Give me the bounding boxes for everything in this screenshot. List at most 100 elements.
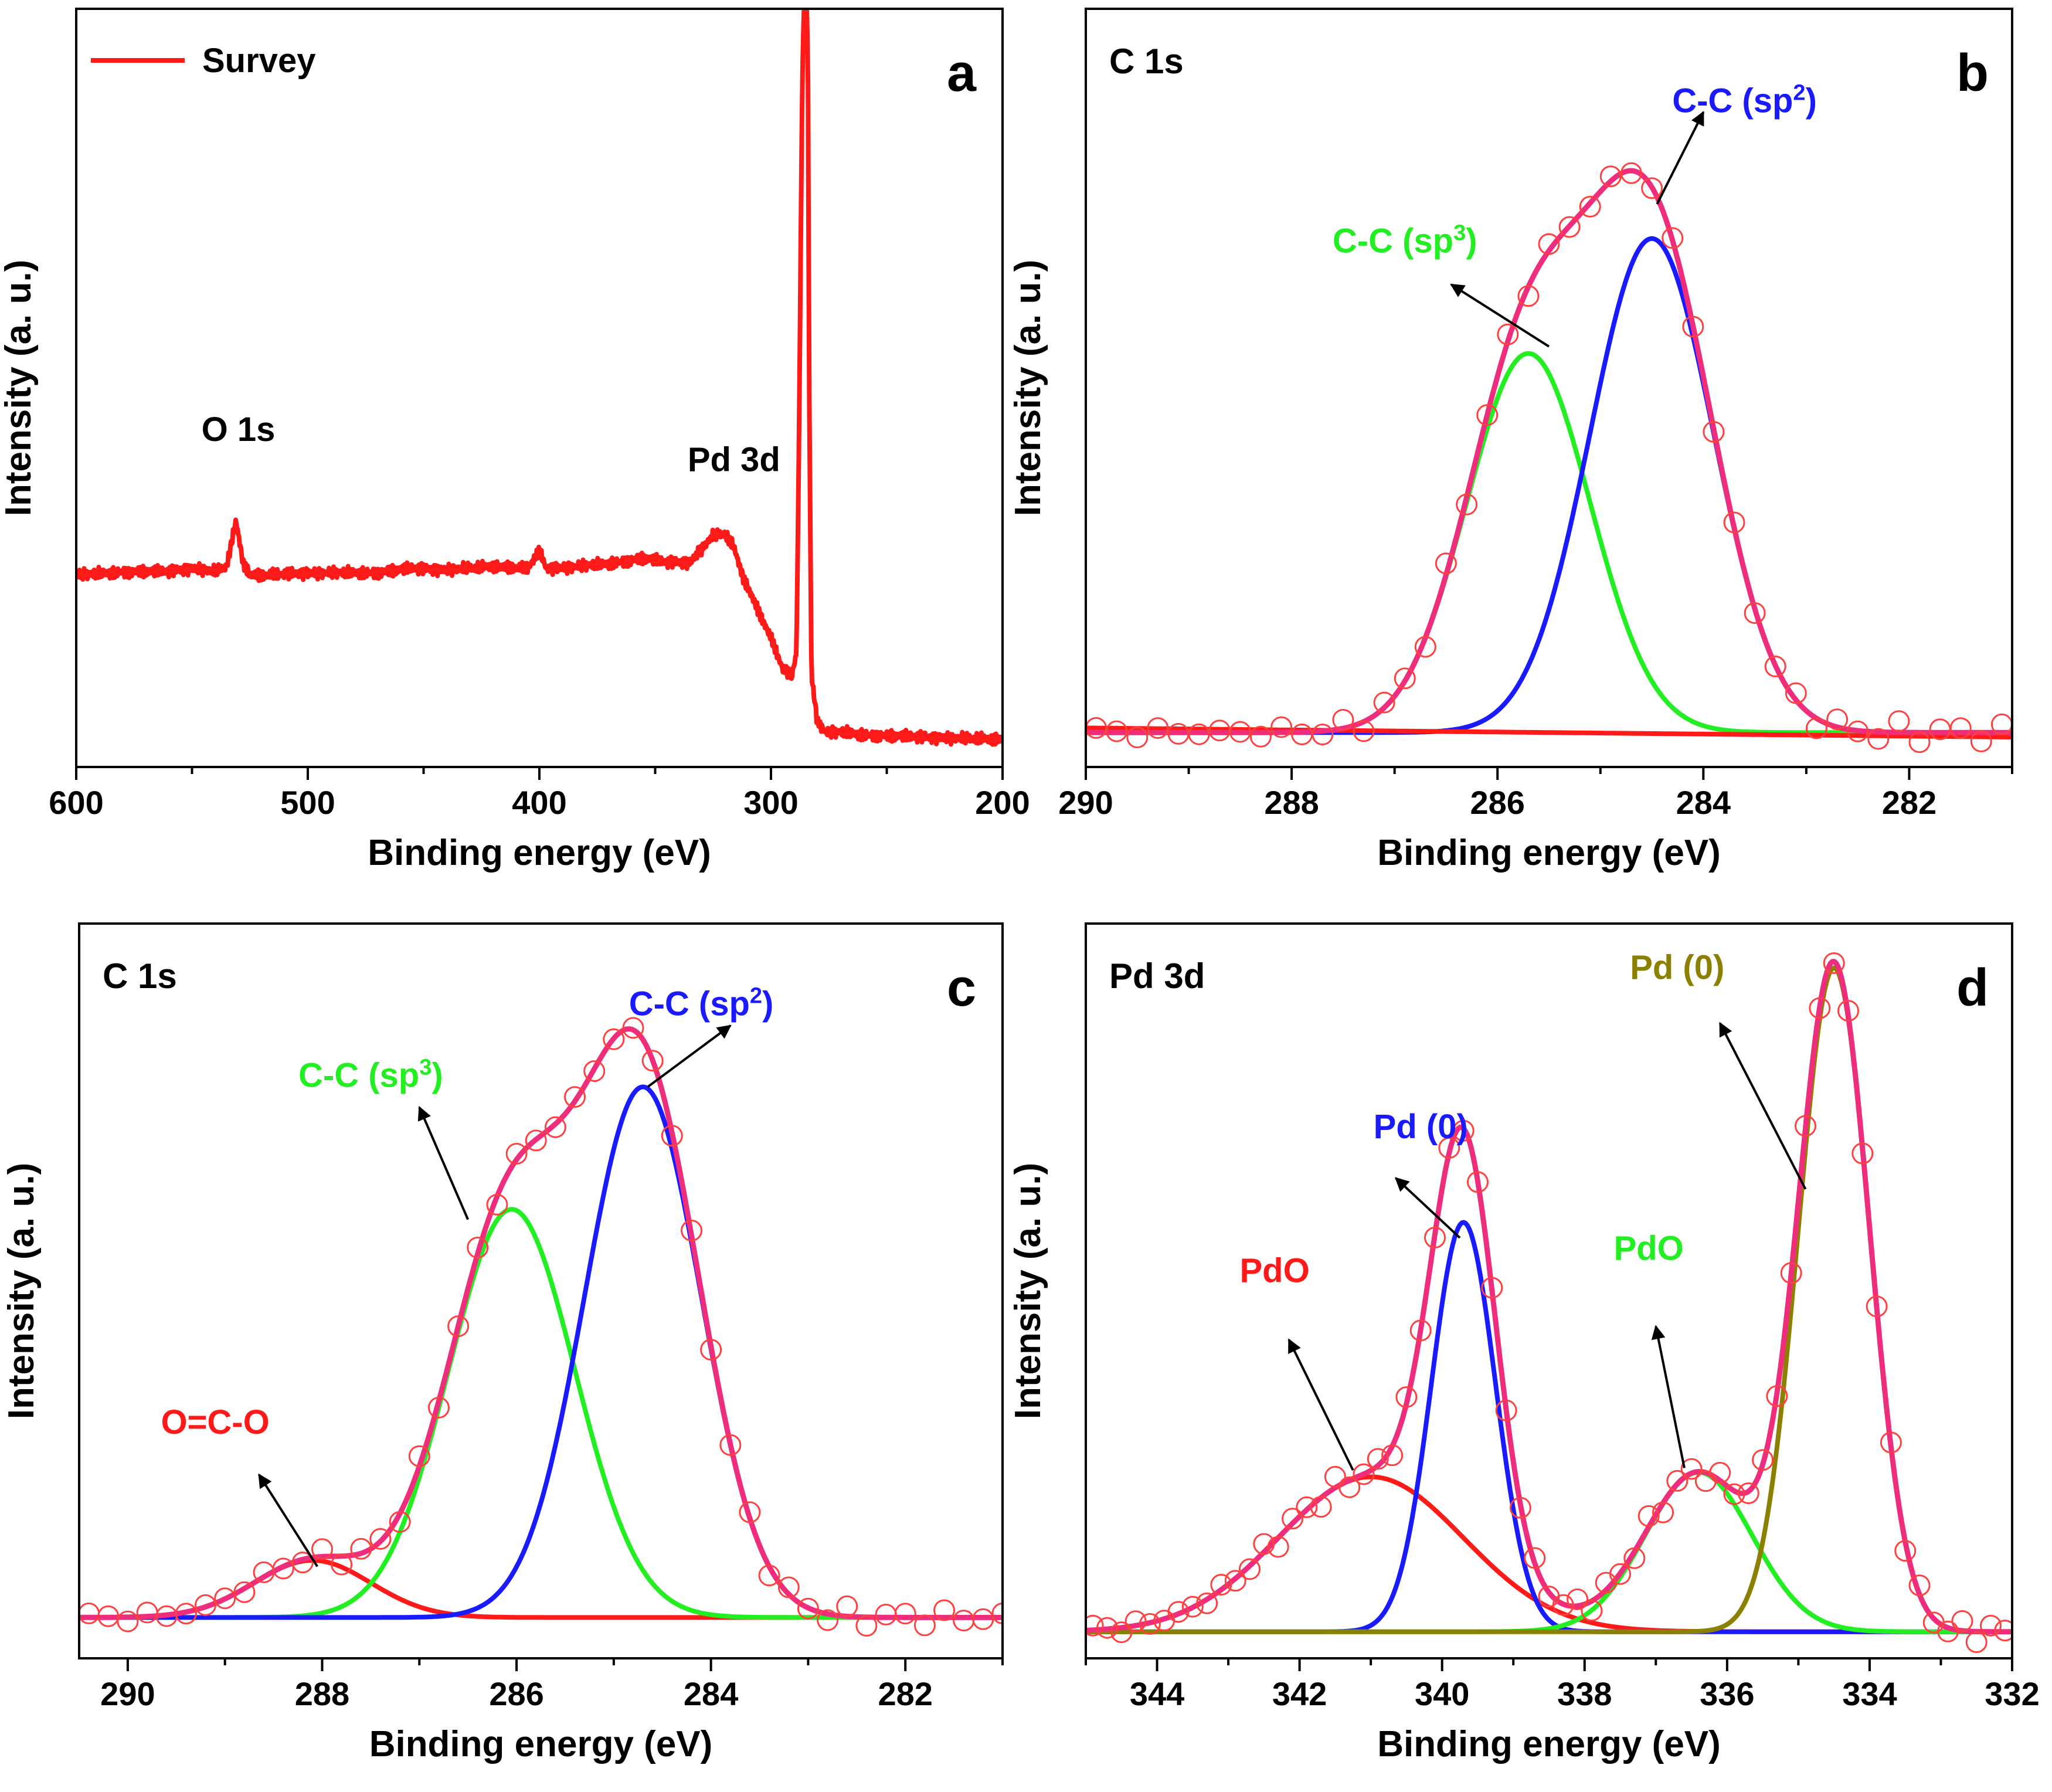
data-marker — [1167, 1601, 1190, 1623]
data-marker — [1124, 1610, 1147, 1633]
series-c-c-sp3--line — [1086, 351, 2012, 735]
panel-letter: a — [947, 44, 977, 103]
x-tick-label: 500 — [280, 784, 335, 821]
data-marker — [622, 1017, 644, 1039]
data-marker — [1196, 1592, 1218, 1614]
data-marker — [1106, 720, 1128, 742]
data-marker — [1338, 1476, 1361, 1498]
data-marker — [719, 1434, 742, 1456]
data-marker — [817, 1609, 839, 1631]
data-marker — [758, 1564, 780, 1587]
annotation-label: C-C (sp3) — [1333, 220, 1477, 260]
series-pdo-line — [1086, 1474, 2012, 1634]
data-marker — [1949, 717, 1972, 739]
data-marker — [79, 1602, 100, 1624]
series-envelope-line — [1086, 959, 2012, 1635]
data-marker — [797, 1597, 819, 1620]
data-marker — [1538, 233, 1560, 255]
data-marker — [1662, 227, 1684, 249]
data-marker — [1703, 420, 1725, 443]
data-marker — [1908, 731, 1931, 754]
data-marker — [1126, 727, 1149, 748]
data-marker — [1249, 725, 1272, 748]
data-marker — [991, 1602, 1003, 1624]
data-marker — [331, 1553, 353, 1576]
series-envelope-line — [1086, 168, 2012, 735]
series-survey-line — [76, 9, 1003, 747]
data-marker — [953, 1610, 975, 1632]
data-marker — [195, 1594, 216, 1616]
y-axis-label: Intensity (a. u.) — [1, 1163, 42, 1419]
annotation-arrow — [417, 1106, 469, 1220]
annotation-label: Pd (0) — [1374, 1108, 1468, 1146]
data-marker — [214, 1587, 236, 1610]
annotation-arrow — [647, 1024, 732, 1088]
y-axis-label: Intensity (a. u.) — [1008, 260, 1048, 516]
data-marker — [1147, 717, 1169, 739]
series-background-line — [1086, 725, 2012, 740]
axes-frame — [75, 8, 1004, 768]
data-marker — [1609, 1563, 1631, 1585]
data-marker — [467, 1237, 489, 1258]
data-marker — [1744, 602, 1766, 624]
data-marker — [291, 1552, 314, 1573]
x-tick-label: 300 — [743, 784, 798, 821]
x-tick-label: 334 — [1842, 1675, 1897, 1712]
data-marker — [1270, 716, 1293, 738]
x-axis-label: Binding energy (eV) — [368, 833, 711, 873]
x-axis-label: Binding energy (eV) — [369, 1724, 713, 1764]
data-marker — [1579, 195, 1601, 218]
panel-c: 290 288 286 284 282 Binding energy (eV) Intens… — [1, 922, 1004, 1764]
x-tick-label: 290 — [100, 1675, 155, 1712]
data-marker — [739, 1501, 761, 1523]
data-marker — [1851, 1142, 1874, 1165]
data-marker — [1970, 730, 1992, 752]
data-marker — [1210, 1574, 1232, 1596]
data-marker — [369, 1528, 392, 1550]
annotation-arrow — [1718, 1021, 1807, 1190]
data-marker — [1951, 1610, 1973, 1632]
data-marker — [1937, 1620, 1959, 1642]
plot-area-b — [1086, 162, 2012, 754]
data-marker — [1764, 656, 1786, 677]
data-marker — [1381, 1444, 1404, 1467]
data-marker — [1229, 721, 1251, 743]
x-tick-label: 284 — [1676, 784, 1731, 821]
x-axis-label: Binding energy (eV) — [1377, 833, 1721, 873]
data-marker — [1310, 1496, 1332, 1518]
data-marker — [894, 1603, 916, 1625]
data-marker — [913, 1614, 936, 1637]
panel-a: 600 500 400 300 200 Binding energy (eV) Intens… — [0, 8, 1030, 873]
data-marker — [427, 1397, 450, 1418]
x-tick-label: 286 — [1470, 784, 1525, 821]
data-marker — [1785, 682, 1807, 704]
data-marker — [1456, 493, 1478, 515]
data-marker — [1373, 691, 1395, 714]
data-marker — [1367, 1448, 1389, 1470]
panel-d: 344 342 340 338 336 334 332 Binding energy (eV)… — [1008, 922, 2040, 1764]
data-marker — [1567, 1588, 1589, 1610]
data-marker — [1394, 667, 1416, 690]
data-marker — [486, 1193, 508, 1216]
x-tick-label: 286 — [489, 1675, 543, 1712]
data-marker — [1620, 162, 1642, 184]
data-marker — [564, 1086, 586, 1108]
data-marker — [408, 1445, 430, 1467]
annotation-label: C-C (sp3) — [298, 1055, 443, 1094]
data-marker — [117, 1610, 139, 1633]
data-marker — [1239, 1558, 1261, 1580]
data-marker — [1709, 1462, 1731, 1484]
data-marker — [544, 1116, 566, 1138]
data-marker — [389, 1511, 411, 1533]
data-marker — [1652, 1501, 1674, 1523]
data-marker — [1965, 1631, 1988, 1653]
data-marker — [681, 1220, 702, 1241]
data-marker — [1666, 1469, 1689, 1492]
data-marker — [1894, 1540, 1917, 1562]
series-c-c-sp2--line — [79, 1084, 1003, 1620]
data-marker — [1908, 1574, 1931, 1597]
annotation-label: Pd (0) — [1630, 948, 1724, 986]
data-marker — [641, 1050, 664, 1072]
